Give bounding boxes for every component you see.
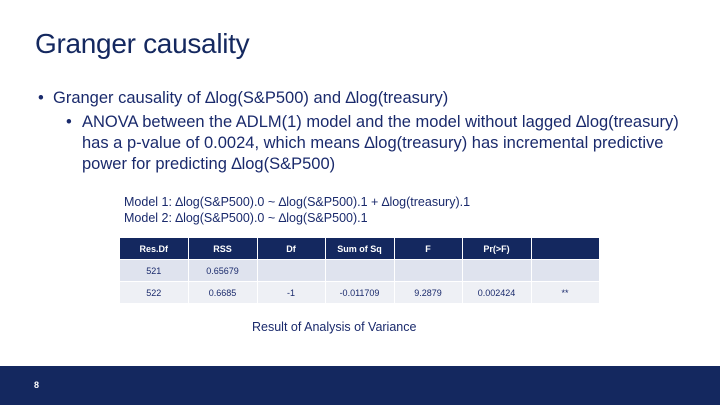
sub-bullet-item: • ANOVA between the ADLM(1) model and th… bbox=[66, 112, 698, 175]
table-row: 521 0.65679 bbox=[120, 259, 600, 282]
table-cell: -0.011709 bbox=[325, 281, 395, 303]
column-header: Sum of Sq bbox=[325, 238, 395, 260]
slide-title: Granger causality bbox=[35, 28, 250, 59]
table-cell bbox=[462, 259, 532, 282]
model-1-formula: Model 1: ∆log(S&P500).0 ~ ∆log(S&P500).1… bbox=[124, 195, 471, 209]
column-header: Df bbox=[257, 238, 326, 260]
table-cell: -1 bbox=[257, 281, 326, 303]
bullet-marker: • bbox=[38, 89, 44, 107]
table-cell: 521 bbox=[120, 259, 189, 282]
sub-bullet-text: ANOVA between the ADLM(1) model and the … bbox=[82, 113, 679, 173]
table-cell: 9.2879 bbox=[394, 281, 463, 303]
column-header bbox=[531, 238, 600, 260]
significance-stars: ** bbox=[531, 281, 600, 303]
bullet-marker: • bbox=[66, 113, 72, 131]
table-cell bbox=[531, 259, 600, 282]
table-cell bbox=[257, 259, 326, 282]
table-cell: 0.65679 bbox=[188, 259, 258, 282]
footer-bar: 8 bbox=[0, 366, 720, 405]
table-cell: 0.6685 bbox=[188, 281, 258, 303]
column-header: Pr(>F) bbox=[462, 238, 532, 260]
table-cell bbox=[394, 259, 463, 282]
anova-table: Res.Df RSS Df Sum of Sq F Pr(>F) 521 0.6… bbox=[120, 238, 600, 303]
column-header: RSS bbox=[188, 238, 258, 260]
table-caption: Result of Analysis of Variance bbox=[252, 320, 417, 334]
model-formulas: Model 1: ∆log(S&P500).0 ~ ∆log(S&P500).1… bbox=[124, 194, 470, 226]
bullet-list: • Granger causality of ∆log(S&P500) and … bbox=[38, 88, 698, 175]
table-cell: 522 bbox=[120, 281, 189, 303]
page-number: 8 bbox=[34, 380, 40, 390]
column-header: Res.Df bbox=[120, 238, 189, 260]
model-2-formula: Model 2: ∆log(S&P500).0 ~ ∆log(S&P500).1 bbox=[124, 211, 368, 225]
table-cell bbox=[325, 259, 395, 282]
column-header: F bbox=[394, 238, 463, 260]
bullet-text: Granger causality of ∆log(S&P500) and ∆l… bbox=[53, 89, 449, 107]
table-row: 522 0.6685 -1 -0.011709 9.2879 0.002424 … bbox=[120, 281, 600, 303]
bullet-item: • Granger causality of ∆log(S&P500) and … bbox=[38, 88, 698, 108]
table-header-row: Res.Df RSS Df Sum of Sq F Pr(>F) bbox=[120, 238, 600, 260]
table-cell: 0.002424 bbox=[462, 281, 532, 303]
